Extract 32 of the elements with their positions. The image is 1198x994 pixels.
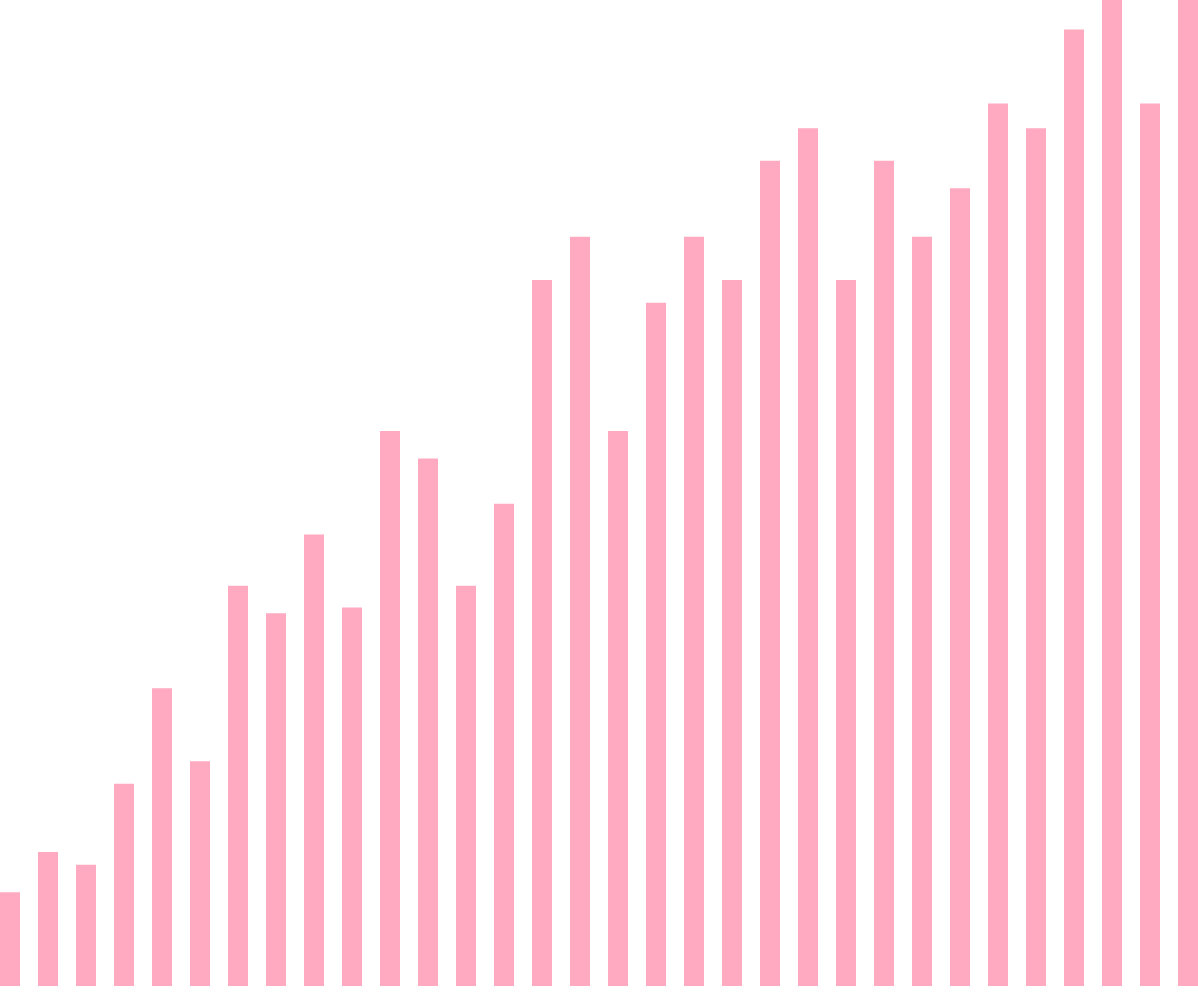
- bar: [152, 688, 172, 986]
- bar: [114, 783, 134, 986]
- bar: [570, 236, 590, 986]
- bar: [76, 864, 96, 986]
- bar: [494, 503, 514, 986]
- bar: [988, 103, 1008, 986]
- bar: [418, 458, 438, 986]
- bar: [532, 280, 552, 986]
- bar: [456, 585, 476, 986]
- bar: [1026, 128, 1046, 986]
- bar: [1140, 103, 1160, 986]
- bar: [950, 188, 970, 986]
- bar: [304, 534, 324, 986]
- bar: [1064, 29, 1084, 986]
- bar: [1178, 0, 1198, 986]
- bar: [342, 607, 362, 986]
- bar: [836, 280, 856, 986]
- bar: [912, 236, 932, 986]
- bar: [228, 585, 248, 986]
- bar: [722, 280, 742, 986]
- bar: [608, 430, 628, 986]
- bar: [190, 761, 210, 986]
- bar: [266, 613, 286, 986]
- bar: [646, 302, 666, 986]
- bar: [380, 430, 400, 986]
- bar: [798, 128, 818, 986]
- bar: [0, 892, 20, 986]
- bar: [38, 851, 58, 986]
- bar: [1102, 0, 1122, 986]
- bar: [684, 236, 704, 986]
- bar: [760, 160, 780, 986]
- bar: [874, 160, 894, 986]
